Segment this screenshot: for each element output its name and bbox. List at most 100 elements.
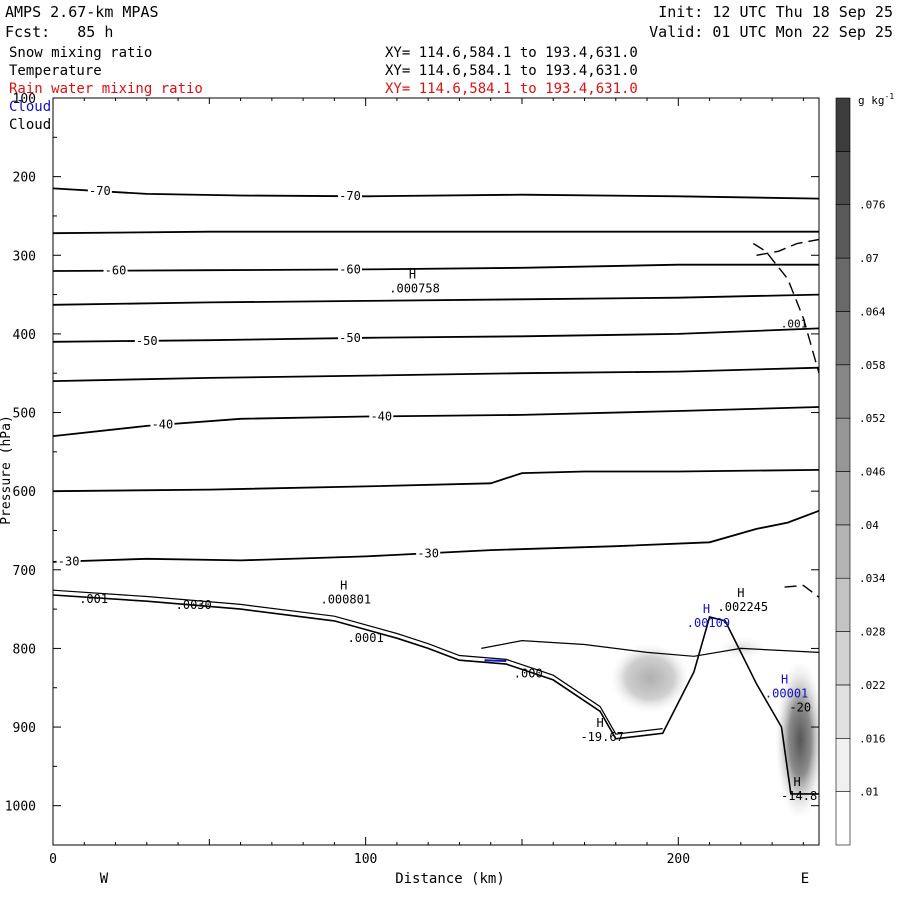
y-tick-label: 900 <box>13 721 36 736</box>
colorbar-tick-label: .046 <box>859 466 886 479</box>
colorbar-tick-label: .064 <box>859 305 886 318</box>
colorbar-swatch <box>835 577 851 632</box>
contour-label-bg <box>134 333 159 348</box>
temperature-contour <box>53 406 819 437</box>
contour-label: -30 <box>417 546 439 560</box>
colorbar-swatch <box>835 737 851 792</box>
colorbar-tick-label: .016 <box>859 732 886 745</box>
contour-label: -50 <box>136 334 158 348</box>
colorbar-swatch <box>835 151 851 206</box>
colorbar-swatch <box>835 364 851 419</box>
snow-high-ridge-symbol: H <box>737 586 744 600</box>
cloud-water-high-east-value: .00001 <box>765 687 808 701</box>
snow-contour <box>752 242 819 374</box>
cloud-water-high-east-symbol: H <box>781 673 788 687</box>
inline-contour-label: .000 <box>514 667 543 681</box>
contour-label: -50 <box>339 331 361 345</box>
y-tick-label: 800 <box>13 642 36 657</box>
colorbar-swatch <box>835 791 851 846</box>
terrain-line <box>53 594 819 795</box>
inline-contour-label: -20 <box>789 700 811 714</box>
colorbar-swatch <box>835 684 851 739</box>
temperature-contour <box>53 263 819 272</box>
contour-label: -60 <box>105 264 127 278</box>
temperature-contour <box>53 366 819 382</box>
field-range: XY= 114.6,584.1 to 193.4,631.0 <box>385 81 638 97</box>
contour-label-bg <box>338 189 363 204</box>
contour-label: -60 <box>339 262 361 276</box>
field-name: Rain water mixing ratio <box>9 81 203 97</box>
snow-high-lower-symbol: H <box>340 578 347 592</box>
snow-contour-label: .001 <box>781 318 808 331</box>
field-range: XY= 114.6,584.1 to 193.4,631.0 <box>385 45 638 61</box>
contour-label-bg <box>416 546 441 561</box>
temperature-contour <box>53 293 819 306</box>
colorbar-unit: g kg-1 <box>858 92 894 107</box>
y-tick-label: 1000 <box>5 800 36 815</box>
field-name: Snow mixing ratio <box>9 45 152 61</box>
snow-contour <box>784 584 819 598</box>
contour-label-bg <box>338 331 363 346</box>
contour-label: -40 <box>370 409 392 423</box>
colorbar-tick-label: .07 <box>859 252 879 265</box>
forecast-hour: Fcst: 85 h <box>5 23 113 41</box>
temperature-contour <box>53 469 819 493</box>
temperature-contour <box>53 187 819 200</box>
temperature-contour <box>53 327 819 343</box>
contour-label: -40 <box>152 418 174 432</box>
colorbar-swatch <box>835 97 851 152</box>
cloud-edge-line <box>481 639 819 657</box>
init-time: Init: 12 UTC Thu 18 Sep 25 <box>658 3 893 21</box>
x-tick-label: 100 <box>354 852 377 867</box>
model-title: AMPS 2.67-km MPAS <box>5 3 159 21</box>
west-label: W <box>100 871 109 887</box>
terrain-contour-line <box>53 589 663 735</box>
colorbar-swatch <box>835 257 851 312</box>
snow-high-lower-value: .000801 <box>320 592 371 606</box>
contour-label: -70 <box>339 189 361 203</box>
colorbar-swatch <box>835 631 851 686</box>
colorbar-swatch <box>835 417 851 472</box>
temperature-high-right-value: -14.8 <box>781 789 817 803</box>
colorbar-tick-label: .022 <box>859 679 886 692</box>
terrain-layer <box>53 589 819 795</box>
colorbar: .01 .016 .022 .028 .034 .04 .046 .052 .058 .064 .0… <box>835 97 886 846</box>
y-tick-label: 500 <box>13 407 36 422</box>
temperature-high-left-symbol: H <box>597 716 604 730</box>
contour-label-bg <box>338 262 363 277</box>
contour-label-bg <box>150 417 175 432</box>
x-tick-label: 0 <box>49 852 57 867</box>
colorbar-swatch <box>835 311 851 366</box>
colorbar-swatch <box>835 524 851 579</box>
snow-high-ridge-value: .002245 <box>718 600 769 614</box>
y-tick-label: 400 <box>13 328 36 343</box>
colorbar-tick-label: .034 <box>859 572 886 585</box>
y-tick-label: 200 <box>13 171 36 186</box>
valid-time: Valid: 01 UTC Mon 22 Sep 25 <box>649 23 893 41</box>
snow-contour <box>756 238 819 256</box>
cloud-water-line <box>484 659 507 662</box>
y-tick-label: 100 <box>13 92 36 107</box>
contour-layer: -70 -70 -60 -60 -50 -50 -40 -40 -30 -30 <box>53 184 819 569</box>
east-label: E <box>801 871 809 887</box>
contour-label-bg <box>103 263 128 278</box>
field-name: Temperature <box>9 63 102 79</box>
snow-high-upper-value: .000758 <box>389 282 440 296</box>
cloud-water-high-ridge-value: .00109 <box>687 616 730 630</box>
temperature-contour <box>53 230 819 235</box>
colorbar-tick-label: .028 <box>859 626 886 639</box>
x-tick-label: 200 <box>667 852 690 867</box>
temperature-high-right-symbol: H <box>793 775 800 789</box>
y-tick-label: 700 <box>13 564 36 579</box>
y-axis-label: Pressure (hPa) <box>0 415 14 525</box>
contour-label-bg <box>369 409 394 424</box>
inline-contour-label: .0001 <box>348 631 384 645</box>
plot-content: -70 -70-60 -60-50 -50-40-40-30-30 .001 H-19… <box>53 184 819 820</box>
contour-label: -70 <box>89 184 111 198</box>
colorbar-tick-label: .04 <box>859 519 879 532</box>
colorbar-tick-label: .01 <box>859 786 879 799</box>
contour-label-bg <box>56 554 81 569</box>
contour-label: -30 <box>58 554 80 568</box>
